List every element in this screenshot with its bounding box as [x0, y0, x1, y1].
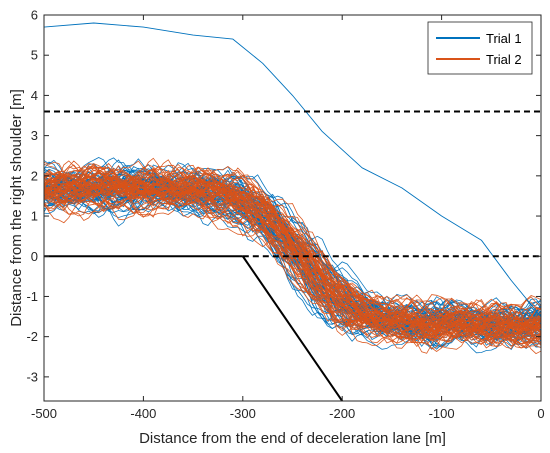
y-tick-label: 4 [31, 88, 38, 103]
reference-line-deceleration-lane-taper [241, 255, 344, 401]
series-trial-2 [44, 157, 541, 355]
y-tick-label: -3 [26, 369, 38, 384]
trajectory-line [44, 166, 541, 341]
trajectory-line [44, 164, 541, 337]
trajectory-line [44, 157, 541, 354]
y-tick-label: 0 [31, 249, 38, 264]
y-tick-label: 2 [31, 168, 38, 183]
x-tick-label: -200 [329, 406, 355, 421]
plot-frame [43, 14, 542, 402]
x-axis-title: Distance from the end of deceleration la… [139, 430, 446, 447]
legend-box [427, 21, 533, 75]
x-tick-label: 0 [537, 406, 544, 421]
x-tick-label: -500 [31, 406, 57, 421]
y-tick-label: 5 [31, 48, 38, 63]
legend-label-trial-1: Trial 1 [486, 31, 522, 46]
outlier-trajectory-line [44, 22, 541, 317]
trajectory-line [44, 165, 541, 344]
trajectory-line [44, 168, 541, 346]
trajectory-line [44, 185, 541, 333]
y-tick-label: -2 [26, 329, 38, 344]
y-tick-label: 3 [31, 128, 38, 143]
legend-label-trial-2: Trial 2 [486, 52, 522, 67]
trajectory-line [44, 192, 541, 335]
trajectory-line [44, 163, 541, 332]
y-tick-label: 6 [31, 8, 38, 23]
trajectory-line [44, 176, 541, 347]
trajectory-line [44, 165, 541, 346]
axis-ticks: -500 -400 -300 -200 -100 0 -3 -2 -1 0 1 2 3 4 5 6 [26, 8, 544, 422]
trajectory-line [44, 177, 541, 341]
trajectory-line [44, 179, 541, 355]
trajectory-lines [44, 22, 541, 355]
y-tick-label: -1 [26, 289, 38, 304]
x-tick-label: -400 [130, 406, 156, 421]
x-tick-label: -300 [230, 406, 256, 421]
trajectory-line [44, 175, 541, 339]
y-axis-title: Distance from the right shoulder [m] [8, 89, 25, 327]
trajectory-line [44, 186, 541, 332]
trajectory-line [44, 164, 541, 328]
trajectory-line [44, 160, 541, 333]
x-tick-label: -100 [429, 406, 455, 421]
reference-lines [44, 110, 541, 401]
y-tick-label: 1 [31, 209, 38, 224]
trajectory-line [44, 171, 541, 340]
legend: Trial 1 Trial 2 [427, 21, 533, 75]
